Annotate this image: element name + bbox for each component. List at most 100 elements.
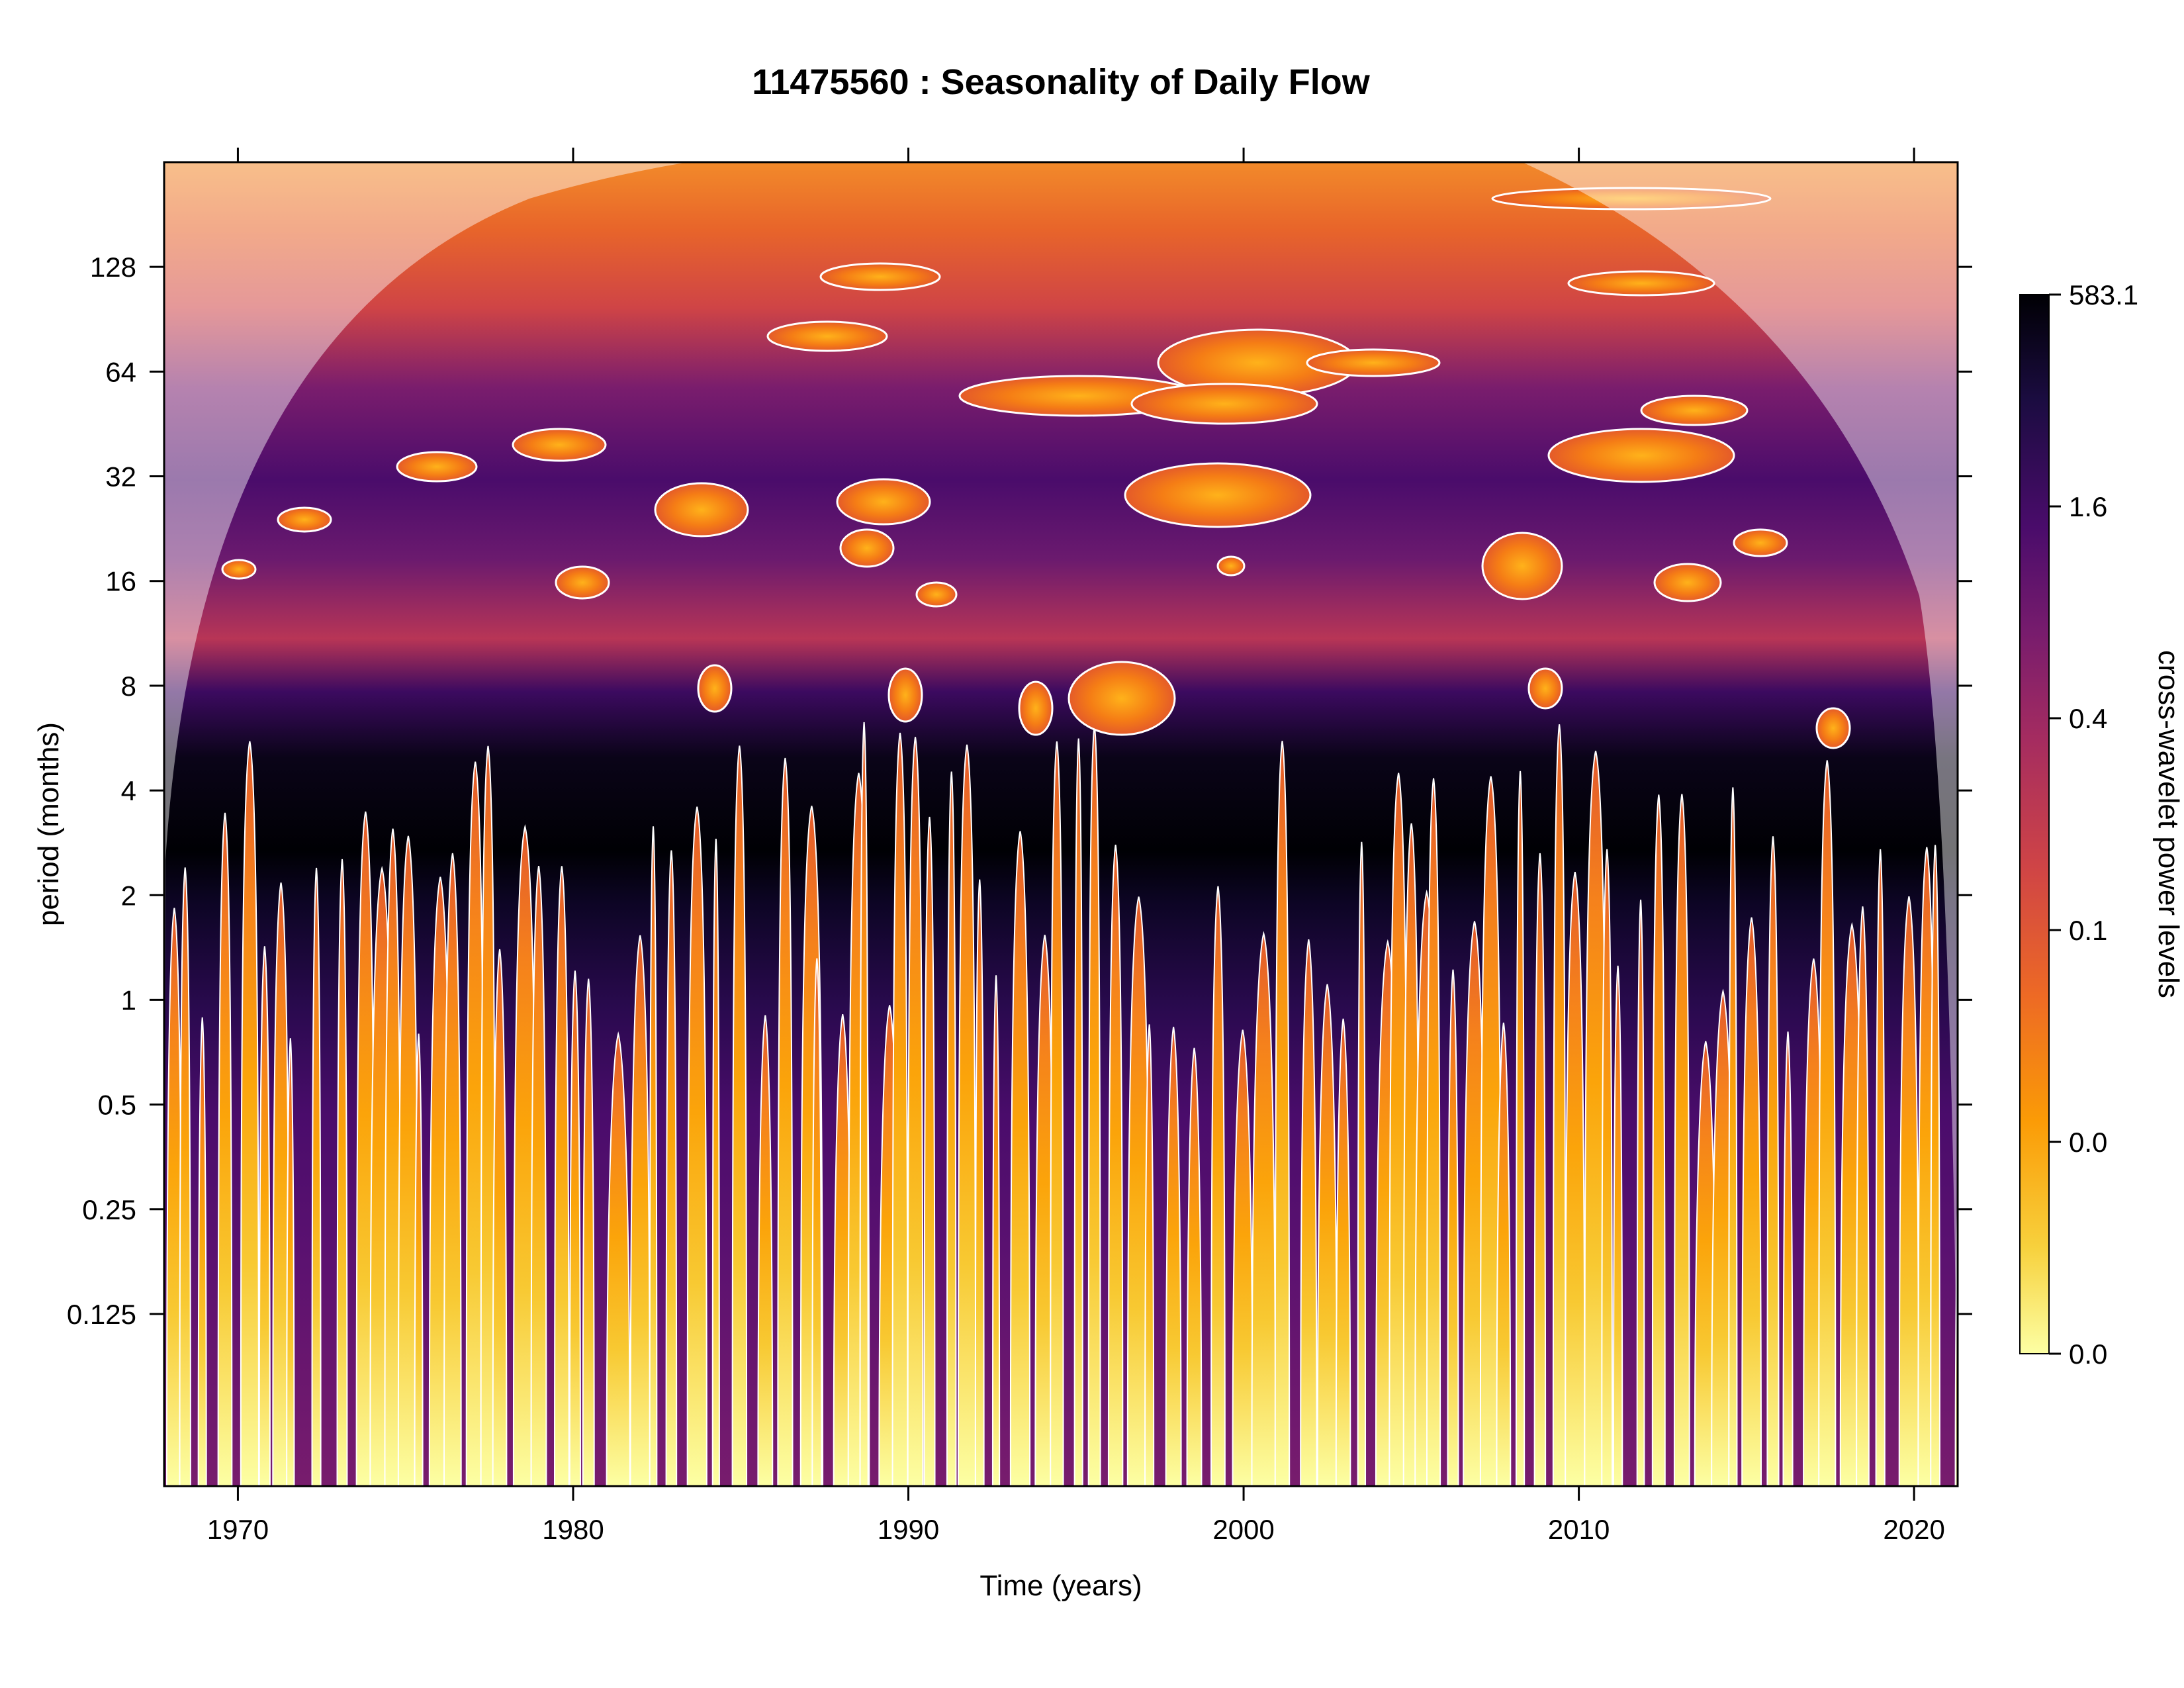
- power-flame: [311, 867, 322, 1486]
- power-flame: [811, 958, 823, 1486]
- y-tick-label: 0.125: [67, 1299, 136, 1330]
- power-flame: [1552, 724, 1567, 1486]
- power-flame: [1357, 841, 1367, 1486]
- power-flame: [1515, 771, 1525, 1486]
- power-flame: [1050, 741, 1064, 1486]
- power-flame: [1186, 1047, 1203, 1486]
- heatmap-plot-area: [164, 162, 1958, 1486]
- y-tick-label: 0.25: [82, 1194, 136, 1225]
- significance-region: [1216, 555, 1246, 577]
- power-flame: [582, 978, 595, 1486]
- power-flame: [711, 839, 720, 1486]
- colorbar-tick-label: 0.4: [2069, 703, 2107, 734]
- power-flame: [569, 970, 581, 1486]
- y-tick-label: 4: [121, 775, 136, 806]
- power-flame: [606, 1031, 631, 1486]
- power-flame: [1335, 1018, 1351, 1486]
- significance-region: [915, 581, 958, 608]
- power-flame: [991, 975, 1001, 1486]
- colorbar-tick-label: 0.0: [2069, 1338, 2107, 1370]
- power-flame: [1210, 886, 1226, 1486]
- power-flame: [217, 812, 233, 1486]
- colorbar-gradient: [2019, 294, 2050, 1354]
- significance-region: [819, 262, 941, 291]
- power-flame: [443, 853, 462, 1486]
- plot-frame: [163, 161, 1959, 1487]
- x-tick-label: 1980: [542, 1514, 604, 1545]
- power-flame: [859, 722, 869, 1486]
- power-flame: [1144, 1024, 1155, 1486]
- y-axis: 0.125 0.25 0.5 1 2 4 8 16 32 64 128: [67, 252, 1972, 1330]
- x-axis: 1970 1980 1990 2000 2010 2020: [207, 148, 1945, 1545]
- power-flame: [240, 741, 259, 1486]
- power-flame: [907, 737, 924, 1486]
- power-flame: [1107, 844, 1124, 1486]
- power-flame: [957, 744, 977, 1486]
- power-flame: [286, 1038, 295, 1486]
- cone-of-influence-shade: [164, 162, 1958, 1486]
- x-tick-label: 2010: [1548, 1514, 1610, 1545]
- power-flame: [492, 949, 508, 1486]
- y-axis-label: period (months): [32, 722, 65, 926]
- power-flame: [1300, 939, 1318, 1486]
- significance-region: [277, 506, 332, 533]
- power-flame: [1165, 1027, 1182, 1486]
- significance-region: [1068, 661, 1176, 736]
- power-flame: [665, 850, 678, 1486]
- y-tick-label: 8: [121, 671, 136, 702]
- power-flame: [923, 816, 936, 1486]
- x-tick-label: 2020: [1883, 1514, 1944, 1545]
- power-flame: [197, 1017, 207, 1486]
- colorbar-tick-label: 1.6: [2069, 491, 2107, 522]
- y-tick-label: 32: [105, 461, 136, 492]
- power-flame: [414, 1033, 424, 1486]
- power-flame: [777, 757, 794, 1486]
- x-tick-label: 1990: [878, 1514, 939, 1545]
- chart-title: 11475560 : Seasonality of Daily Flow: [752, 62, 1370, 102]
- power-flame: [1728, 787, 1738, 1486]
- power-flame: [1316, 984, 1338, 1486]
- power-flame: [1856, 906, 1870, 1486]
- power-flame: [530, 866, 547, 1486]
- significance-region: [1640, 395, 1749, 426]
- power-flame: [974, 879, 985, 1486]
- power-flame: [1875, 849, 1886, 1486]
- colorbar-tick-label: 0.1: [2069, 915, 2107, 946]
- power-flame: [1673, 794, 1690, 1486]
- x-tick-label: 1970: [207, 1514, 269, 1545]
- power-flame: [1447, 969, 1459, 1486]
- power-flame: [1898, 896, 1920, 1486]
- significance-region: [512, 428, 607, 462]
- power-flame: [1766, 836, 1780, 1486]
- power-flame: [731, 745, 748, 1486]
- significance-region: [1653, 563, 1722, 602]
- significance-region: [1815, 707, 1851, 749]
- significance-region: [697, 664, 733, 713]
- power-flame: [1496, 1022, 1512, 1486]
- power-flame: [1533, 853, 1547, 1486]
- power-flame: [1741, 917, 1762, 1486]
- power-flame: [179, 867, 191, 1486]
- power-flame: [1636, 900, 1645, 1486]
- significance-region: [1527, 667, 1563, 710]
- significance-region: [1547, 428, 1735, 483]
- y-tick-label: 0.5: [98, 1090, 136, 1121]
- power-flame: [891, 732, 909, 1486]
- power-flame: [757, 1015, 774, 1486]
- significance-region: [1481, 532, 1563, 600]
- y-tick-label: 16: [105, 566, 136, 597]
- significance-region: [836, 478, 931, 526]
- power-flame: [1651, 794, 1666, 1486]
- colorbar-tick-label: 583.1: [2069, 279, 2138, 310]
- power-flame: [1782, 1031, 1794, 1486]
- power-flame: [1818, 760, 1837, 1486]
- significance-region: [887, 667, 923, 723]
- y-tick-label: 64: [105, 356, 136, 387]
- power-flame: [1612, 965, 1623, 1486]
- x-tick-label: 2000: [1212, 1514, 1274, 1545]
- colorbar-tick-label: 0.0: [2069, 1127, 2107, 1158]
- significance-region: [1124, 462, 1312, 528]
- power-flame: [336, 859, 348, 1486]
- significant-power-regions: [221, 187, 1851, 749]
- power-flame: [1426, 778, 1441, 1486]
